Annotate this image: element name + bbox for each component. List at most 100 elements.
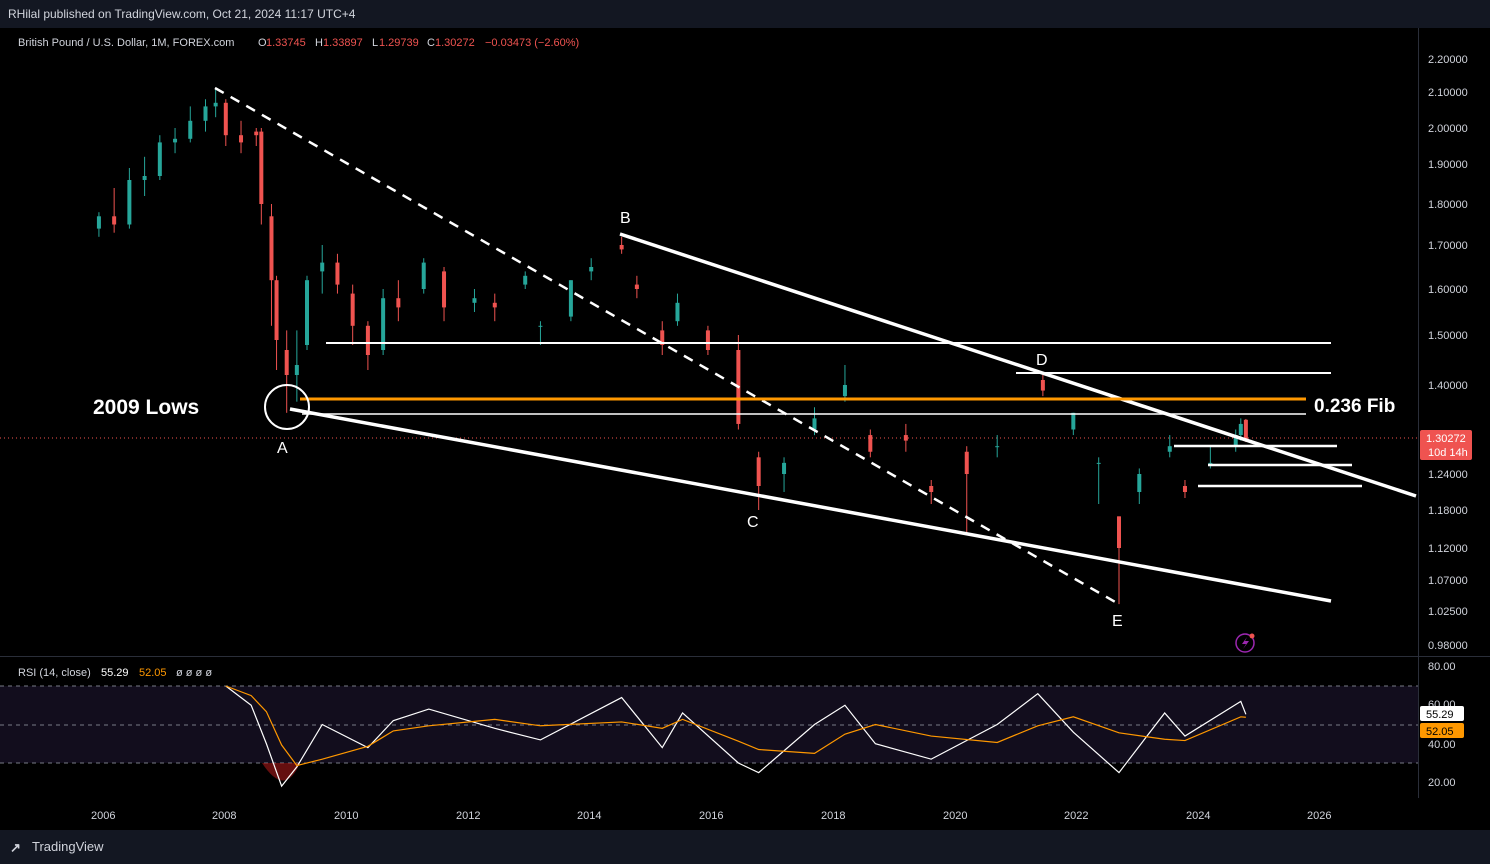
rsi-ma-badge-value: 52.05 [1426, 726, 1454, 738]
candle-body [365, 325, 370, 355]
point-b-label: B [620, 210, 631, 227]
price-tick: 1.02500 [1428, 606, 1468, 618]
candle-body [442, 271, 447, 308]
price-tick: 1.60000 [1428, 284, 1468, 296]
candle-body [239, 135, 244, 143]
price-tick: 1.90000 [1428, 159, 1468, 171]
candle-body [269, 216, 274, 281]
candle-body [964, 451, 969, 474]
open-value: 1.33745 [266, 37, 306, 49]
candle-body [157, 142, 162, 176]
rsi-ma-value: 52.05 [139, 667, 167, 679]
price-tick: 1.80000 [1428, 199, 1468, 211]
candle-body [381, 298, 386, 350]
rsi-tick: 40.00 [1428, 739, 1456, 751]
high-value: 1.33897 [323, 37, 363, 49]
rsi-ma-line [225, 685, 1246, 767]
candle-body [756, 457, 761, 486]
low-label: L [372, 37, 378, 49]
price-tick: 1.50000 [1428, 330, 1468, 342]
publisher-bar: RHilal published on TradingView.com, Oct… [0, 0, 1490, 28]
time-tick: 2024 [1186, 810, 1210, 822]
candle-body [213, 102, 218, 107]
price-tick: 1.07000 [1428, 575, 1468, 587]
price-tick: 2.20000 [1428, 54, 1468, 66]
chart-canvas[interactable]: British Pound / U.S. Dollar, 1M, FOREX.c… [0, 28, 1490, 830]
price-axis[interactable]: 2.20000 2.10000 2.00000 1.90000 1.80000 … [1428, 54, 1468, 652]
candle-body [335, 262, 340, 285]
point-a-label: A [277, 440, 288, 457]
candle-body [259, 131, 264, 204]
symbol-label: British Pound / U.S. Dollar, 1M, FOREX.c… [18, 37, 234, 49]
candle-body [294, 365, 299, 375]
price-tick: 0.98000 [1428, 640, 1468, 652]
point-c-label: C [747, 514, 759, 531]
last-price-badge: 1.30272 10d 14h [1420, 430, 1472, 460]
candle-body [1182, 486, 1187, 492]
dashed-resistance-line [214, 86, 1118, 605]
open-label: O [258, 37, 267, 49]
fib-label: 0.236 Fib [1314, 396, 1395, 417]
upper-wedge-line [619, 232, 1417, 498]
rsi-value: 55.29 [101, 667, 129, 679]
candle-body [1167, 446, 1172, 452]
candle-body [396, 298, 401, 308]
close-value: 1.30272 [435, 37, 475, 49]
candle-body [634, 284, 639, 289]
candle-body [1238, 423, 1243, 436]
candle-body [995, 446, 1000, 448]
candle-body [1137, 474, 1142, 492]
candle-body [142, 176, 147, 180]
candle-body [254, 131, 259, 136]
tradingview-logo-icon[interactable]: ↗ [10, 840, 21, 855]
candle-body [675, 302, 680, 322]
candle-body [203, 106, 208, 121]
price-tick: 1.24000 [1428, 469, 1468, 481]
candle-body [1096, 462, 1101, 464]
candle-body [812, 418, 817, 430]
candle-body [538, 325, 543, 327]
candle-body [1208, 462, 1213, 464]
candle-body [868, 435, 873, 452]
time-tick: 2018 [821, 810, 845, 822]
price-tick: 1.18000 [1428, 505, 1468, 517]
time-tick: 2016 [699, 810, 723, 822]
ohlc-readout: O 1.33745 H 1.33897 L 1.29739 C 1.30272 … [258, 37, 579, 49]
rsi-oversold-fill [262, 763, 300, 781]
low-value: 1.29739 [379, 37, 419, 49]
candle-body [523, 275, 528, 285]
candle-body [188, 120, 193, 139]
candle-body [1233, 435, 1238, 447]
rsi-line [225, 685, 1247, 788]
candle-body [842, 385, 847, 397]
rsi-label: RSI (14, close) [18, 667, 91, 679]
candle-body [320, 262, 325, 272]
candle-body [1117, 516, 1121, 548]
candle-body [660, 330, 665, 345]
price-tick: 2.10000 [1428, 87, 1468, 99]
candle-body [589, 267, 594, 272]
time-tick: 2012 [456, 810, 480, 822]
tradingview-brand[interactable]: TradingView [32, 839, 104, 854]
rsi-pane[interactable]: RSI (14, close) 55.29 52.05 ø ø ø ø 80.0… [0, 661, 1464, 789]
time-tick: 2006 [91, 810, 115, 822]
last-price-value: 1.30272 [1426, 433, 1466, 445]
candle-body [705, 330, 710, 350]
footer-bar: ↗ TradingView [0, 830, 1490, 864]
candle-body [223, 102, 228, 136]
candle-body [903, 435, 908, 441]
time-tick: 2020 [943, 810, 967, 822]
change-value: −0.03473 (−2.60%) [485, 37, 579, 49]
candle-body [112, 216, 117, 225]
published-text: RHilal published on TradingView.com, Oct… [8, 7, 356, 21]
candle-body [127, 180, 132, 225]
high-label: H [315, 37, 323, 49]
price-tick: 2.00000 [1428, 123, 1468, 135]
lightning-icon[interactable] [1235, 633, 1255, 653]
time-axis[interactable]: 2006 2008 2010 2012 2014 2016 2018 2020 … [91, 810, 1331, 822]
candle-body [568, 280, 573, 317]
time-tick: 2022 [1064, 810, 1088, 822]
countdown-value: 10d 14h [1428, 447, 1468, 459]
candle-body [305, 280, 309, 345]
drawings[interactable] [214, 86, 1417, 605]
